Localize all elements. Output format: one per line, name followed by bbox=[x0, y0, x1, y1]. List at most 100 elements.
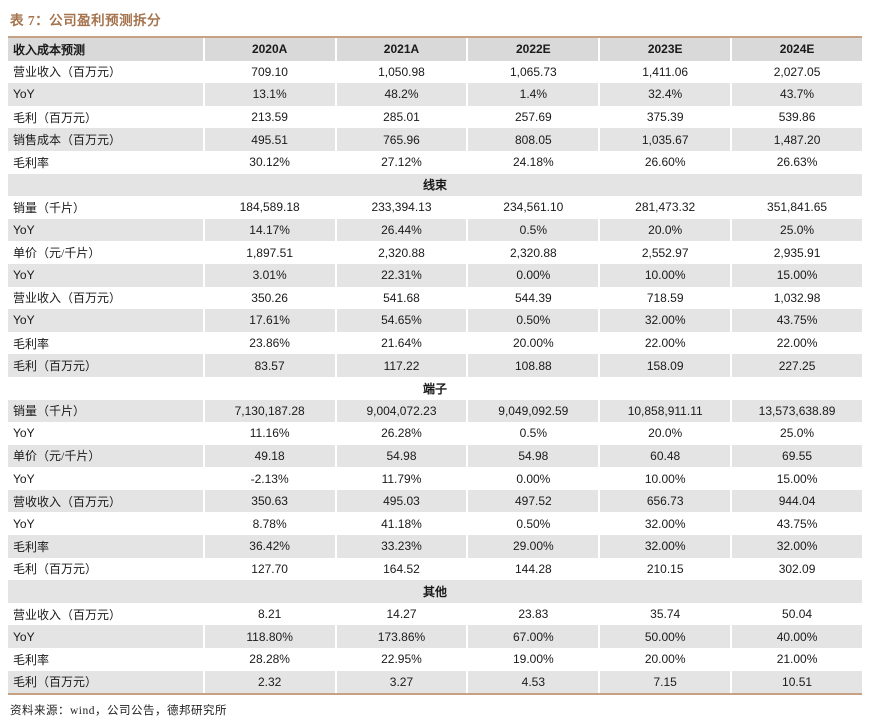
cell-value: 127.70 bbox=[202, 557, 335, 581]
cell-value: 118.80% bbox=[202, 625, 335, 649]
cell-value: 50.00% bbox=[598, 625, 731, 649]
table-row: 销售成本（百万元） 495.51 765.96 808.05 1,035.67 1,487… bbox=[8, 128, 862, 151]
cell-value: -2.13% bbox=[202, 467, 335, 490]
row-label: 毛利（百万元） bbox=[8, 670, 203, 694]
cell-value: 22.00% bbox=[730, 331, 862, 355]
cell-value: 1,411.06 bbox=[598, 60, 730, 84]
cell-value: 2,320.88 bbox=[466, 241, 598, 264]
section-header: 线束 bbox=[8, 173, 862, 197]
cell-value: 23.86% bbox=[202, 331, 335, 355]
cell-value: 944.04 bbox=[730, 489, 862, 513]
cell-value: 1,032.98 bbox=[730, 286, 862, 310]
cell-value: 257.69 bbox=[466, 105, 598, 129]
source-note: 资料来源：wind，公司公告，德邦研究所 bbox=[10, 705, 227, 718]
row-label: 销量（千片） bbox=[13, 200, 86, 215]
cell-value: 281,473.32 bbox=[598, 196, 730, 219]
cell-value: 765.96 bbox=[334, 128, 467, 151]
cell-value: 1,035.67 bbox=[598, 128, 731, 151]
cell-value: 32.4% bbox=[598, 83, 731, 106]
cell-value: 495.51 bbox=[202, 128, 335, 151]
cell-value: 36.42% bbox=[202, 535, 335, 558]
cell-value: 40.00% bbox=[730, 625, 862, 649]
row-label: YoY bbox=[13, 471, 35, 486]
cell-value: 7.15 bbox=[598, 670, 731, 694]
cell-value: 1,487.20 bbox=[730, 128, 862, 151]
cell-value: 158.09 bbox=[598, 354, 731, 377]
cell-value: 1,050.98 bbox=[334, 60, 467, 84]
cell-value: 234,561.10 bbox=[466, 196, 598, 219]
cell-value: 4.53 bbox=[466, 670, 599, 694]
row-label: 销售成本（百万元） bbox=[8, 128, 203, 151]
table-row: YoY 14.17% 26.44% 0.5% 20.0% 25.0% bbox=[8, 218, 862, 242]
table-row: 销量（千片） 184,589.18 233,394.13 234,561.10 281,… bbox=[8, 196, 862, 219]
cell-value: 67.00% bbox=[466, 625, 599, 649]
cell-value: 375.39 bbox=[598, 105, 730, 129]
cell-value: 233,394.13 bbox=[334, 196, 467, 219]
row-label: 营业收入（百万元） bbox=[13, 291, 122, 306]
cell-value: 350.63 bbox=[202, 489, 335, 513]
cell-value: 10.00% bbox=[598, 263, 731, 287]
table-row: YoY 3.01% 22.31% 0.00% 10.00% 15.00% bbox=[8, 263, 862, 287]
cell-value: 0.50% bbox=[466, 309, 599, 332]
cell-value: 49.18 bbox=[202, 444, 335, 468]
cell-value: 14.17% bbox=[202, 218, 335, 242]
cell-value: 26.63% bbox=[730, 150, 862, 174]
cell-value: 50.04 bbox=[730, 602, 862, 626]
row-label: 毛利率 bbox=[13, 336, 50, 351]
cell-value: 26.60% bbox=[598, 150, 730, 174]
cell-value: 23.83 bbox=[466, 602, 598, 626]
cell-value: 117.22 bbox=[334, 354, 467, 377]
cell-value: 1.4% bbox=[466, 83, 599, 106]
row-label: YoY bbox=[8, 218, 203, 242]
table-row: YoY 8.78% 41.18% 0.50% 32.00% 43.75% bbox=[8, 512, 862, 536]
cell-value: 227.25 bbox=[730, 354, 862, 377]
table-row: 单价（元/千片） 49.18 54.98 54.98 60.48 69.55 bbox=[8, 444, 862, 468]
row-label: 单价（元/千片） bbox=[13, 246, 101, 261]
cell-value: 69.55 bbox=[730, 444, 862, 468]
cell-value: 0.5% bbox=[466, 218, 599, 242]
year-column-header: 2020A bbox=[202, 38, 335, 61]
table-row: 营收收入（百万元） 350.63 495.03 497.52 656.73 944.04 bbox=[8, 489, 862, 513]
cell-value: 27.12% bbox=[334, 150, 467, 174]
cell-value: 20.00% bbox=[598, 648, 730, 671]
row-label: 营业收入（百万元） bbox=[13, 607, 122, 622]
year-column-header: 2022E bbox=[466, 38, 599, 61]
row-label: 毛利（百万元） bbox=[8, 354, 203, 377]
table-row: 营业收入（百万元） 8.21 14.27 23.83 35.74 50.04 bbox=[8, 602, 862, 626]
table-row: 毛利（百万元） 127.70 164.52 144.28 210.15 302.09 bbox=[8, 557, 862, 581]
cell-value: 10.00% bbox=[598, 467, 730, 490]
table-row: YoY -2.13% 11.79% 0.00% 10.00% 15.00% bbox=[8, 467, 862, 490]
cell-value: 2,320.88 bbox=[334, 241, 467, 264]
cell-value: 20.0% bbox=[598, 422, 730, 445]
cell-value: 108.88 bbox=[466, 354, 599, 377]
cell-value: 30.12% bbox=[202, 150, 335, 174]
cell-value: 22.95% bbox=[334, 648, 467, 671]
table-row: 营业收入（百万元） 350.26 541.68 544.39 718.59 1,032.9… bbox=[8, 286, 862, 310]
section-row: 端子 bbox=[8, 377, 862, 400]
table-row: 毛利（百万元） 213.59 285.01 257.69 375.39 539.86 bbox=[8, 105, 862, 129]
cell-value: 808.05 bbox=[466, 128, 599, 151]
cell-value: 495.03 bbox=[334, 489, 467, 513]
section-header: 其他 bbox=[8, 580, 862, 603]
cell-value: 2,935.91 bbox=[730, 241, 862, 264]
row-label: 销量（千片） bbox=[8, 399, 203, 423]
cell-value: 54.98 bbox=[334, 444, 467, 468]
table-row: 销量（千片） 7,130,187.28 9,004,072.23 9,049,092.… bbox=[8, 399, 862, 423]
table-row: YoY 13.1% 48.2% 1.4% 32.4% 43.7% bbox=[8, 83, 862, 106]
cell-value: 656.73 bbox=[598, 489, 731, 513]
cell-value: 21.64% bbox=[334, 331, 467, 355]
table-row: 营业收入（百万元） 709.10 1,050.98 1,065.73 1,411.06 2… bbox=[8, 60, 862, 84]
cell-value: 173.86% bbox=[334, 625, 467, 649]
table-row: YoY 11.16% 26.28% 0.5% 20.0% 25.0% bbox=[8, 422, 862, 445]
cell-value: 8.21 bbox=[202, 602, 335, 626]
cell-value: 19.00% bbox=[466, 648, 598, 671]
cell-value: 351,841.65 bbox=[730, 196, 862, 219]
table-row: 毛利（百万元） 2.32 3.27 4.53 7.15 10.51 bbox=[8, 670, 862, 694]
cell-value: 20.00% bbox=[466, 331, 598, 355]
row-label: YoY bbox=[13, 516, 35, 531]
cell-value: 0.00% bbox=[466, 467, 598, 490]
cell-value: 709.10 bbox=[202, 60, 335, 84]
cell-value: 54.65% bbox=[334, 309, 467, 332]
cell-value: 541.68 bbox=[334, 286, 467, 310]
